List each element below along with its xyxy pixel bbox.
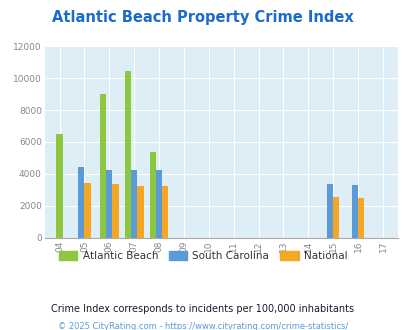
Bar bbox=[106, 170, 112, 238]
Legend: Atlantic Beach, South Carolina, National: Atlantic Beach, South Carolina, National bbox=[54, 247, 351, 265]
Bar bbox=[333, 197, 339, 238]
Bar bbox=[162, 186, 168, 238]
Bar bbox=[357, 198, 363, 238]
Bar bbox=[100, 94, 106, 238]
Bar bbox=[78, 167, 84, 238]
Text: Crime Index corresponds to incidents per 100,000 inhabitants: Crime Index corresponds to incidents per… bbox=[51, 304, 354, 314]
Text: © 2025 CityRating.com - https://www.cityrating.com/crime-statistics/: © 2025 CityRating.com - https://www.city… bbox=[58, 322, 347, 330]
Bar bbox=[351, 185, 357, 238]
Bar bbox=[326, 184, 333, 238]
Bar bbox=[125, 71, 131, 238]
Bar bbox=[149, 152, 156, 238]
Bar bbox=[156, 170, 162, 238]
Bar bbox=[131, 170, 137, 238]
Bar bbox=[112, 184, 118, 238]
Bar bbox=[56, 134, 62, 238]
Text: Atlantic Beach Property Crime Index: Atlantic Beach Property Crime Index bbox=[52, 10, 353, 25]
Bar bbox=[137, 186, 143, 238]
Bar bbox=[84, 182, 90, 238]
